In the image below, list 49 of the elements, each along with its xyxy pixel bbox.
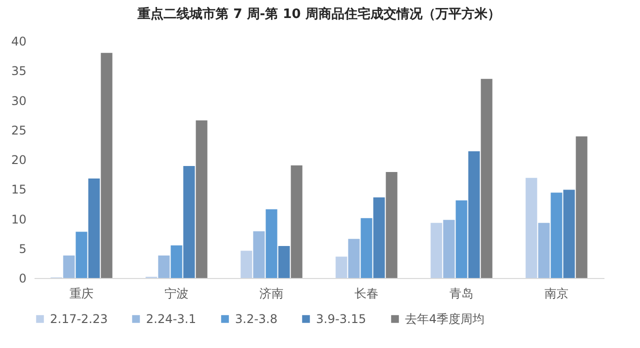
x-tick-label: 济南 (260, 286, 284, 300)
bar (76, 232, 88, 278)
bar (196, 120, 208, 278)
bar (386, 172, 398, 278)
x-tick-label: 南京 (544, 286, 568, 300)
bar (360, 218, 372, 278)
bar (468, 151, 480, 278)
y-tick-label: 5 (18, 242, 26, 256)
y-tick-label: 0 (18, 272, 26, 286)
y-tick-label: 35 (11, 64, 26, 78)
bar (563, 190, 575, 278)
y-tick-label: 20 (11, 153, 26, 167)
x-tick-label: 长春 (354, 286, 378, 300)
bar (456, 200, 468, 278)
bar (253, 231, 265, 278)
y-tick-label: 30 (11, 94, 26, 108)
y-tick-label: 40 (11, 34, 26, 48)
bar (373, 197, 385, 278)
bar (266, 209, 278, 278)
bar (538, 222, 550, 278)
bar (158, 255, 170, 278)
legend-label: 去年4季度周均 (405, 312, 485, 326)
bar (526, 178, 538, 278)
bar (88, 178, 100, 278)
y-tick-label: 25 (11, 123, 26, 138)
bar (100, 52, 112, 278)
bar (576, 136, 588, 278)
x-tick-label: 宁波 (164, 286, 188, 300)
y-tick-label: 15 (11, 182, 26, 197)
bar (63, 255, 75, 278)
bar (430, 222, 442, 278)
y-tick-label: 10 (11, 212, 26, 226)
chart-title: 重点二线城市第 7 周-第 10 周商品住宅成交情况（万平方米） (136, 6, 500, 22)
legend-label: 2.17-2.23 (50, 312, 108, 326)
bar (348, 238, 360, 278)
bar (170, 245, 182, 278)
legend-label: 2.24-3.1 (146, 312, 196, 326)
legend-label: 3.2-3.8 (235, 312, 278, 326)
bar (443, 220, 455, 278)
legend-label: 3.9-3.15 (316, 312, 366, 326)
x-tick-label: 青岛 (450, 286, 474, 300)
bar (278, 246, 290, 278)
bar (240, 250, 252, 278)
bar (550, 192, 562, 278)
bar (290, 165, 302, 278)
x-tick-label: 重庆 (70, 286, 94, 300)
bar (336, 256, 348, 278)
bar (183, 166, 195, 278)
bar (480, 78, 492, 278)
